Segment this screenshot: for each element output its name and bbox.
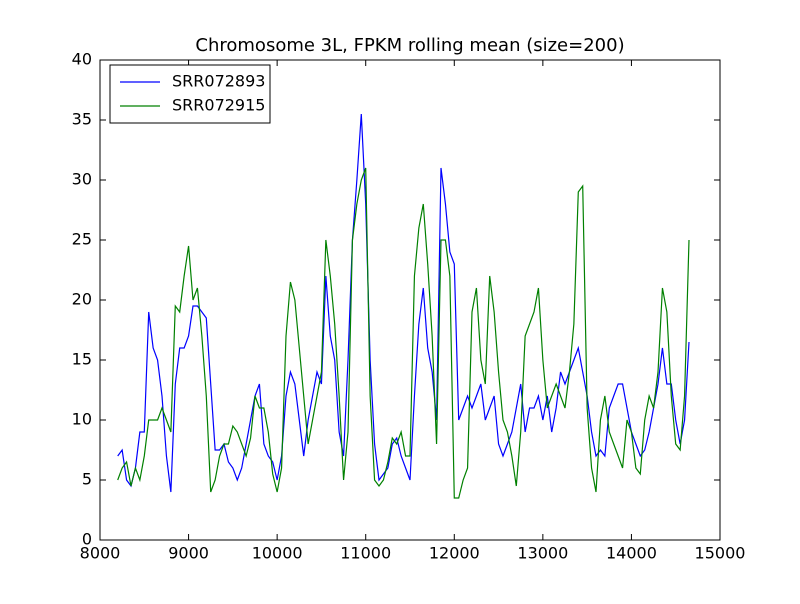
- y-tick-label: 5: [82, 470, 92, 489]
- legend-label: SRR072893: [172, 72, 265, 91]
- y-tick-label: 40: [72, 50, 92, 69]
- y-tick-label: 20: [72, 290, 92, 309]
- y-tick-label: 30: [72, 170, 92, 189]
- legend-label: SRR072915: [172, 96, 265, 115]
- legend-box: [109, 64, 271, 124]
- x-tick-label: 14000: [606, 544, 657, 563]
- chart-title: Chromosome 3L, FPKM rolling mean (size=2…: [195, 35, 624, 56]
- x-tick-label: 10000: [252, 544, 303, 563]
- y-tick-label: 10: [72, 410, 92, 429]
- x-tick-label: 9000: [168, 544, 209, 563]
- y-tick-label: 35: [72, 110, 92, 129]
- x-tick-label: 8000: [80, 544, 121, 563]
- y-tick-label: 25: [72, 230, 92, 249]
- y-tick-label: 15: [72, 350, 92, 369]
- y-tick-label: 0: [82, 530, 92, 549]
- x-tick-label: 13000: [517, 544, 568, 563]
- x-tick-label: 11000: [340, 544, 391, 563]
- data-line: [117, 167, 690, 499]
- x-tick-label: 12000: [429, 544, 480, 563]
- data-line: [117, 113, 690, 493]
- x-tick-label: 15000: [695, 544, 746, 563]
